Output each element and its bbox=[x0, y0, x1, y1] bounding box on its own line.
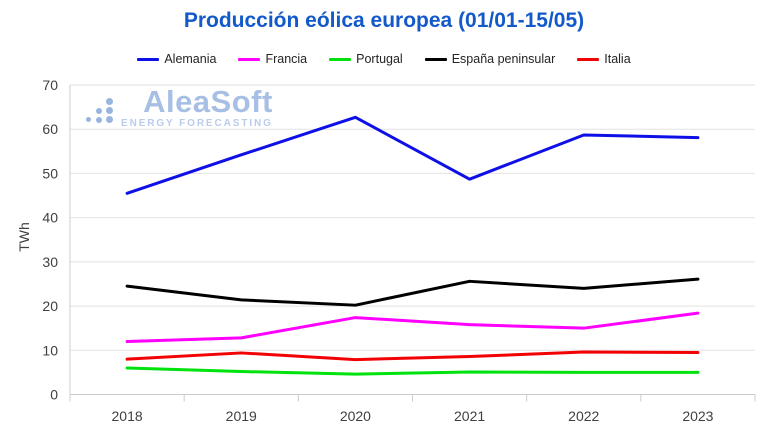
logo-dot bbox=[96, 117, 102, 123]
legend-swatch-icon bbox=[329, 57, 352, 61]
legend: Alemania Francia Portugal España peninsular… bbox=[0, 52, 768, 66]
x-tick-label-2021: 2021 bbox=[454, 408, 485, 424]
x-tick-label-2020: 2020 bbox=[340, 408, 371, 424]
legend-item-2: Portugal bbox=[329, 52, 403, 66]
legend-item-4: Italia bbox=[577, 52, 631, 66]
legend-swatch-icon bbox=[424, 57, 447, 61]
legend-swatch-icon bbox=[137, 57, 160, 61]
logo-dot bbox=[106, 107, 113, 114]
legend-item-1: Francia bbox=[238, 52, 307, 66]
legend-item-3: España peninsular bbox=[424, 52, 556, 66]
y-tick-label-60: 60 bbox=[42, 121, 58, 137]
y-tick-label-10: 10 bbox=[42, 342, 58, 358]
aleasoft-logo-icon bbox=[86, 93, 114, 129]
legend-item-0: Alemania bbox=[137, 52, 216, 66]
logo-dot bbox=[106, 98, 113, 105]
logo-dot bbox=[106, 116, 113, 123]
y-tick-label-0: 0 bbox=[50, 387, 58, 403]
watermark-name: AleaSoft bbox=[143, 84, 273, 119]
y-tick-label-40: 40 bbox=[42, 210, 58, 226]
logo-dot bbox=[86, 117, 91, 122]
watermark-tagline: ENERGY FORECASTING bbox=[121, 118, 273, 129]
x-tick-label-2018: 2018 bbox=[112, 408, 143, 424]
series-line-3 bbox=[125, 277, 700, 307]
legend-swatch-icon bbox=[577, 57, 600, 61]
chart-title: Producción eólica europea (01/01-15/05) bbox=[183, 9, 585, 32]
legend-label: Alemania bbox=[164, 52, 217, 66]
y-tick-label-30: 30 bbox=[42, 254, 58, 270]
x-tick-label-2019: 2019 bbox=[226, 408, 257, 424]
x-tick-label-2022: 2022 bbox=[568, 408, 599, 424]
legend-label: Portugal bbox=[356, 52, 403, 66]
x-tick-label-2023: 2023 bbox=[682, 408, 713, 424]
aleasoft-watermark: AleaSoft ENERGY FORECASTING bbox=[86, 84, 273, 129]
series-line-1 bbox=[125, 311, 700, 343]
series-line-0 bbox=[125, 115, 700, 195]
legend-label: Italia bbox=[604, 52, 631, 66]
logo-dot bbox=[96, 108, 102, 114]
legend-label: España peninsular bbox=[451, 52, 556, 66]
series-line-2 bbox=[125, 366, 700, 376]
y-axis-title: TWh bbox=[16, 222, 32, 252]
y-tick-label-50: 50 bbox=[42, 165, 58, 181]
legend-swatch-icon bbox=[238, 57, 261, 61]
legend-label: Francia bbox=[265, 52, 308, 66]
y-tick-label-70: 70 bbox=[42, 77, 58, 93]
y-tick-label-20: 20 bbox=[42, 298, 58, 314]
series-line-4 bbox=[125, 350, 700, 362]
